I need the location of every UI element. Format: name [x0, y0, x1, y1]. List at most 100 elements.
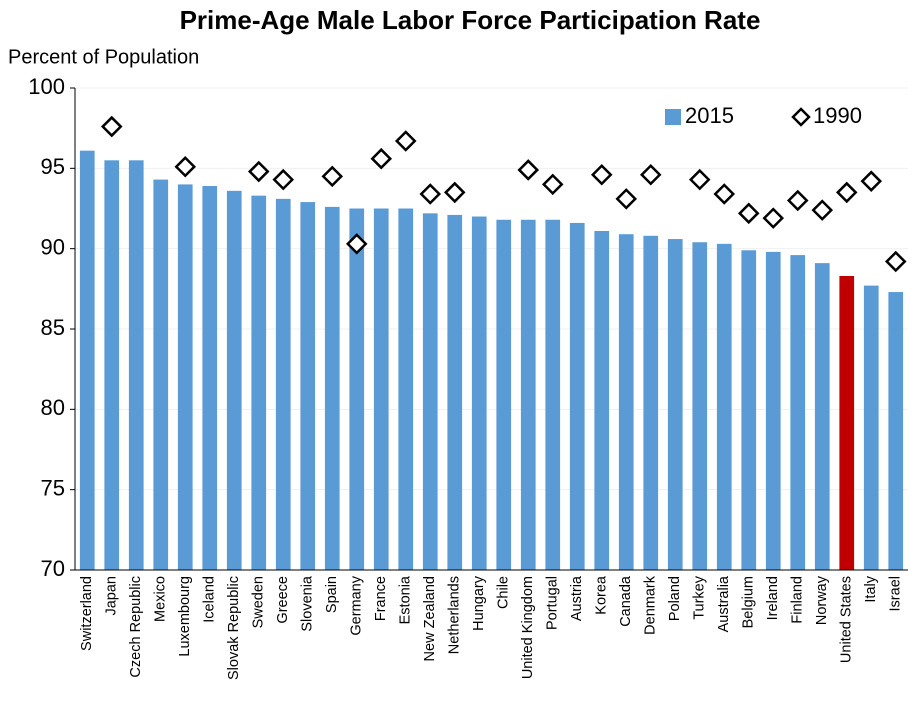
y-tick-label: 70: [41, 556, 65, 581]
marker: [443, 181, 466, 204]
bar: [888, 292, 904, 570]
y-tick-label: 80: [41, 395, 65, 420]
marker: [517, 159, 540, 181]
bar: [790, 255, 806, 571]
bar: [692, 242, 708, 571]
x-tick-label: Italy: [863, 575, 879, 602]
marker: [345, 233, 368, 255]
marker: [419, 183, 442, 205]
x-tick-label: Slovak Republic: [226, 576, 242, 680]
marker: [100, 115, 123, 138]
bar: [741, 250, 757, 571]
x-tick-label: New Zealand: [422, 576, 438, 661]
bar: [104, 160, 120, 571]
x-tick-label: France: [373, 576, 389, 621]
x-tick-label: Germany: [349, 575, 365, 635]
bar: [643, 235, 659, 570]
x-tick-label: Poland: [667, 576, 683, 621]
x-tick-label: Portugal: [545, 576, 561, 630]
x-tick-label: Iceland: [202, 576, 218, 623]
bar: [422, 213, 438, 570]
x-tick-label: Austria: [569, 575, 585, 621]
x-tick-label: Canada: [618, 575, 634, 627]
legend-label: 1990: [813, 103, 862, 128]
bar: [520, 219, 536, 570]
bar: [618, 234, 634, 570]
chart-title: Prime-Age Male Labor Force Participation…: [180, 5, 761, 35]
legend-label: 2015: [685, 103, 734, 128]
marker: [590, 163, 613, 186]
bar: [202, 186, 218, 571]
marker: [713, 183, 736, 205]
bar: [251, 195, 267, 570]
marker: [835, 181, 858, 204]
x-tick-label: Spain: [324, 576, 340, 613]
bar: [447, 214, 463, 570]
marker: [688, 168, 711, 191]
bar: [814, 263, 830, 570]
marker: [174, 155, 197, 178]
x-tick-label: Australia: [716, 575, 732, 632]
marker: [321, 165, 344, 188]
bar: [300, 202, 316, 570]
marker: [394, 130, 417, 152]
marker: [860, 170, 883, 192]
x-tick-label: Estonia: [398, 575, 414, 624]
y-tick-label: 75: [41, 475, 65, 500]
marker: [762, 207, 785, 229]
x-tick-label: United States: [839, 576, 855, 663]
marker: [884, 250, 907, 273]
marker: [541, 173, 564, 196]
bar: [275, 198, 291, 571]
x-tick-label: Turkey: [692, 575, 708, 620]
bar: [839, 275, 855, 570]
x-tick-label: Mexico: [153, 576, 169, 622]
x-tick-label: Norway: [814, 575, 830, 625]
bar: [373, 208, 389, 570]
bar: [349, 208, 365, 570]
marker: [370, 147, 393, 170]
x-tick-label: Japan: [104, 576, 120, 616]
bar: [128, 160, 144, 571]
x-tick-label: Switzerland: [79, 576, 95, 651]
legend-swatch: [665, 109, 681, 125]
x-tick-label: Korea: [594, 575, 610, 615]
bar: [716, 243, 732, 570]
marker: [272, 168, 295, 191]
bar: [545, 219, 561, 570]
x-tick-label: Finland: [790, 576, 806, 624]
x-tick-label: Netherlands: [447, 576, 463, 654]
bar: [226, 190, 242, 570]
x-tick-label: Luxembourg: [177, 576, 193, 657]
x-tick-label: Czech Republic: [128, 576, 144, 678]
marker: [737, 202, 760, 225]
bar: [496, 219, 512, 570]
marker: [615, 188, 638, 210]
y-axis-label: Percent of Population: [8, 46, 199, 68]
bar: [667, 239, 683, 570]
x-tick-label: Hungary: [471, 575, 487, 631]
bar: [863, 285, 879, 570]
x-tick-label: Greece: [275, 576, 291, 624]
bar: [79, 150, 95, 570]
x-tick-label: Ireland: [765, 576, 781, 620]
bar: [324, 206, 340, 571]
y-tick-label: 85: [41, 315, 65, 340]
x-tick-label: Denmark: [643, 575, 659, 635]
x-tick-label: United Kingdom: [520, 576, 536, 679]
bar: [765, 251, 781, 570]
y-tick-label: 100: [28, 74, 65, 99]
marker: [247, 160, 270, 183]
x-tick-label: Sweden: [251, 576, 267, 628]
bar: [594, 230, 610, 570]
x-tick-label: Slovenia: [300, 575, 316, 632]
x-tick-label: Chile: [496, 576, 512, 609]
legend-marker: [791, 107, 811, 127]
y-tick-label: 90: [41, 234, 65, 259]
x-tick-label: Israel: [888, 576, 904, 611]
x-tick-label: Belgium: [741, 576, 757, 628]
marker: [786, 189, 809, 212]
bar: [153, 179, 169, 570]
bar: [398, 208, 414, 570]
